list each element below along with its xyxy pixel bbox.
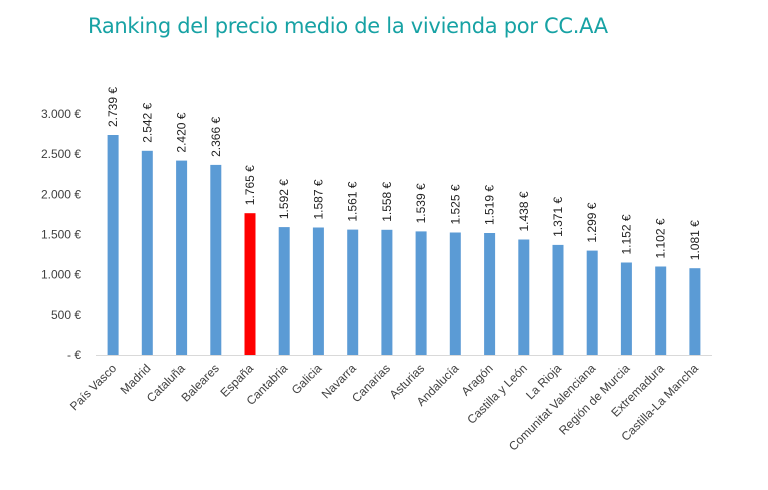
data-label: 1.558 € — [380, 181, 394, 221]
data-label: 2.366 € — [209, 117, 223, 157]
x-tick-label: País Vasco — [67, 361, 119, 413]
data-label: 1.525 € — [448, 184, 462, 224]
data-label: 1.587 € — [311, 179, 325, 219]
bar — [586, 250, 598, 355]
bar — [176, 160, 188, 355]
y-tick-label: 500 € — [51, 308, 81, 322]
bar — [484, 233, 496, 355]
chart-title: Ranking del precio medio de la vivienda … — [88, 14, 608, 38]
y-tick-label: 2.000 € — [41, 187, 81, 201]
bar — [278, 227, 290, 355]
y-tick-label: 1.000 € — [41, 268, 81, 282]
data-label: 1.438 € — [517, 191, 531, 231]
bar — [141, 150, 153, 355]
data-label: 2.542 € — [140, 102, 154, 142]
bar — [552, 244, 564, 355]
data-label: 1.765 € — [243, 165, 257, 205]
data-label: 2.739 € — [106, 87, 120, 127]
y-tick-label: 2.500 € — [41, 147, 81, 161]
data-label: 2.420 € — [175, 112, 189, 152]
data-label: 1.561 € — [346, 181, 360, 221]
bar — [689, 268, 701, 355]
bar — [655, 266, 667, 355]
y-tick-label: 3.000 € — [41, 107, 81, 121]
bar — [107, 135, 119, 355]
bar — [381, 229, 393, 355]
y-tick-label: - € — [67, 348, 81, 362]
data-label: 1.519 € — [483, 185, 497, 225]
bar — [620, 262, 632, 355]
data-label: 1.371 € — [551, 197, 565, 237]
bar — [518, 239, 530, 355]
bar — [312, 227, 324, 355]
bar — [210, 164, 222, 355]
data-label: 1.102 € — [654, 218, 668, 258]
y-tick-label: 1.500 € — [41, 228, 81, 242]
data-label: 1.539 € — [414, 183, 428, 223]
bar — [449, 232, 461, 355]
data-label: 1.299 € — [585, 202, 599, 242]
x-tick-label: Canarias — [349, 361, 393, 405]
bar — [244, 213, 256, 355]
bar — [347, 229, 359, 355]
bar — [415, 231, 427, 355]
data-label: 1.081 € — [688, 220, 702, 260]
x-tick-label: Castilla y León — [464, 361, 530, 427]
data-label: 1.152 € — [619, 214, 633, 254]
data-label: 1.592 € — [277, 179, 291, 219]
x-tick-label: Baleares — [179, 361, 222, 404]
